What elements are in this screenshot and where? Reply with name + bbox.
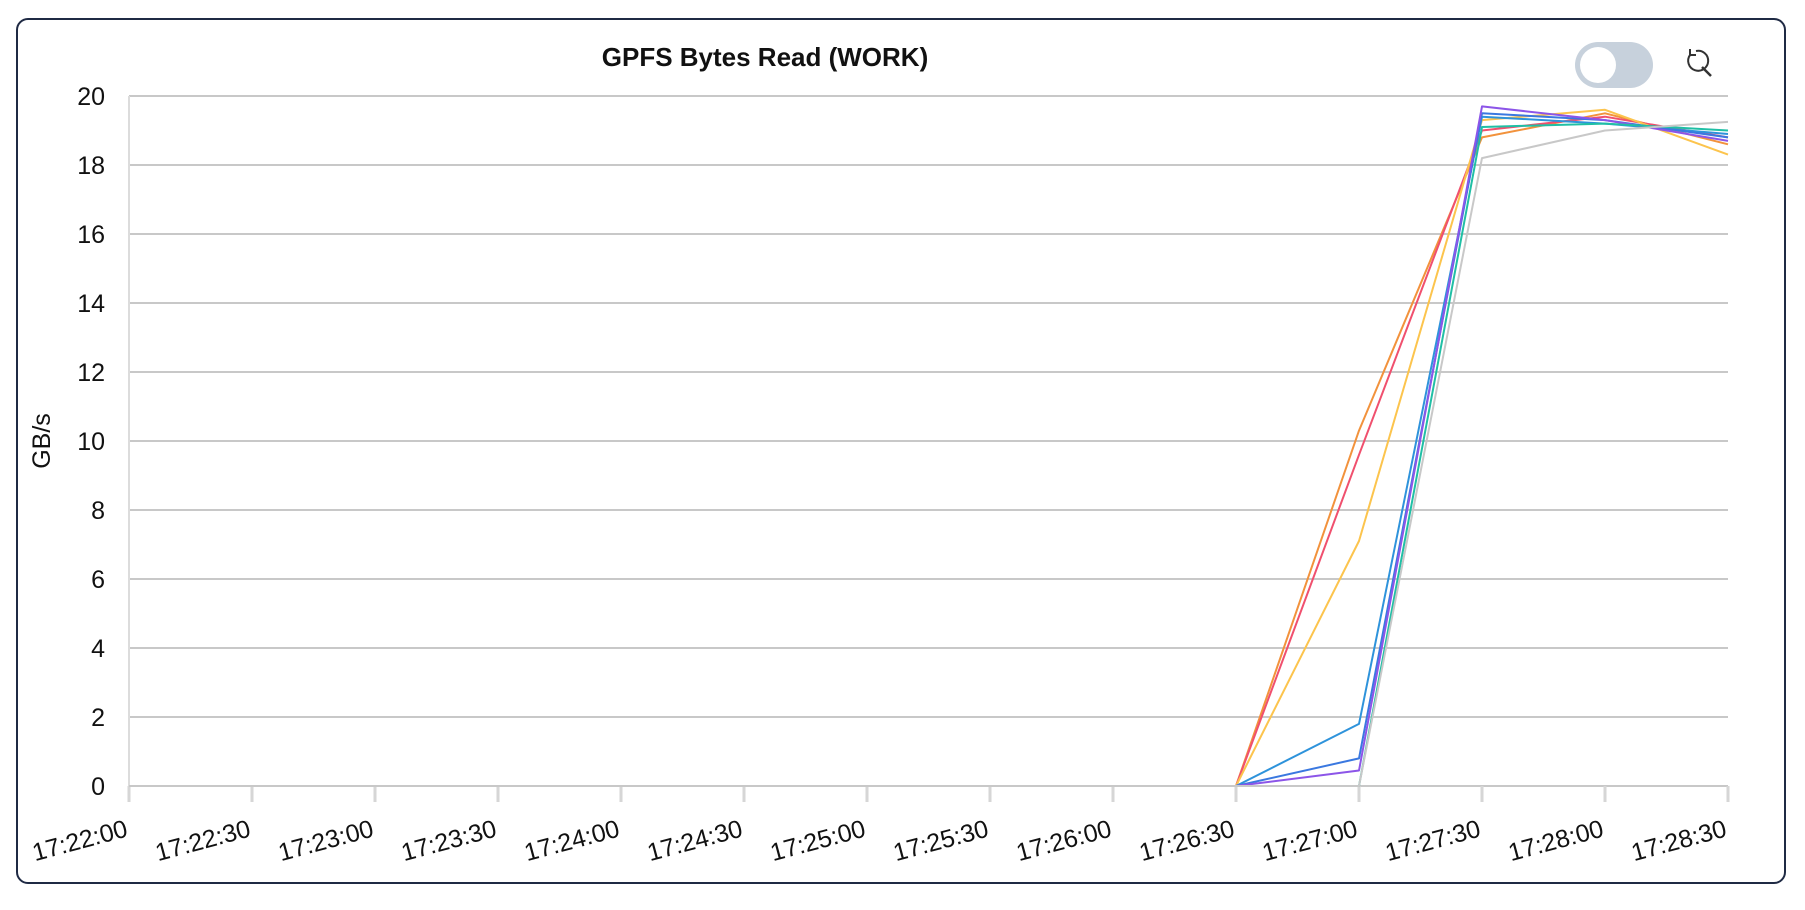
y-tick-label: 18	[77, 152, 105, 180]
y-tick-label: 20	[77, 83, 105, 111]
x-tick-label: 17:23:30	[398, 815, 499, 867]
series-line-5	[129, 112, 1729, 787]
series-line-2	[129, 115, 1729, 787]
x-tick-label: 17:25:00	[767, 815, 868, 867]
x-tick-label: 17:26:00	[1013, 815, 1114, 867]
series-line-4	[129, 115, 1729, 787]
x-tick-label: 17:27:30	[1382, 815, 1483, 867]
chart-title: GPFS Bytes Read (WORK)	[601, 42, 929, 72]
series-line-6	[129, 105, 1729, 787]
y-tick-label: 12	[77, 359, 105, 387]
x-tick-label: 17:26:30	[1136, 815, 1237, 867]
series-line-3	[129, 108, 1729, 787]
toggle-knob	[1580, 47, 1616, 83]
y-tick-label: 8	[91, 497, 105, 525]
y-tick-label: 0	[91, 773, 105, 801]
toggle-switch[interactable]	[1575, 42, 1653, 88]
x-tick-label: 17:28:00	[1505, 815, 1606, 867]
y-tick-label: 10	[77, 428, 105, 456]
x-tick-label: 17:22:00	[29, 815, 130, 867]
y-tick-label: 4	[91, 635, 105, 663]
series-line-8	[129, 120, 1729, 787]
chart-panel	[16, 18, 1786, 884]
y-tick-label: 14	[77, 290, 105, 318]
y-tick-label: 6	[91, 566, 105, 594]
x-tick-label: 17:22:30	[152, 815, 253, 867]
x-tick-label: 17:24:00	[521, 815, 622, 867]
x-tick-label: 17:23:00	[275, 815, 376, 867]
x-tick-label: 17:28:30	[1628, 815, 1729, 867]
y-tick-label: 2	[91, 704, 105, 732]
series-line-7	[129, 122, 1729, 787]
y-tick-label: 16	[77, 221, 105, 249]
x-tick-label: 17:24:30	[644, 815, 745, 867]
series-line-1	[129, 112, 1729, 787]
x-tick-label: 17:27:00	[1259, 815, 1360, 867]
x-tick-label: 17:25:30	[890, 815, 991, 867]
zoom-reset-icon[interactable]	[1680, 45, 1716, 81]
y-axis-label: GB/s	[28, 413, 56, 469]
